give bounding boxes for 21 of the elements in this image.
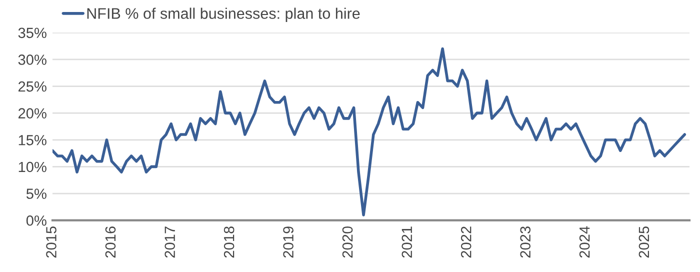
x-tick-label: 2019 <box>283 226 294 258</box>
y-tick-label: 15% <box>18 135 46 146</box>
y-tick-label: 0% <box>26 215 46 226</box>
y-tick-label: 10% <box>18 162 46 172</box>
x-tick-label: 2023 <box>520 226 531 258</box>
y-tick-label: 35% <box>18 28 46 38</box>
x-tick-label: 2016 <box>105 226 116 258</box>
y-tick-label: 30% <box>18 54 46 65</box>
x-tick-label: 2015 <box>46 226 56 258</box>
line-series <box>52 47 686 216</box>
y-tick-label: 5% <box>26 188 46 199</box>
x-tick-label: 2022 <box>460 226 472 258</box>
x-tick-label: 2020 <box>342 226 353 258</box>
legend-label: NFIB % of small businesses: plan to hire <box>87 8 360 22</box>
y-tick-label: 20% <box>18 108 46 118</box>
x-tick-label: 2024 <box>579 226 590 258</box>
y-tick-label: 25% <box>18 81 46 92</box>
x-tick-label: 2018 <box>224 226 234 258</box>
x-tick-label: 2017 <box>164 226 176 258</box>
x-tick-label: 2021 <box>402 226 412 258</box>
x-tick-label: 2025 <box>638 226 650 258</box>
